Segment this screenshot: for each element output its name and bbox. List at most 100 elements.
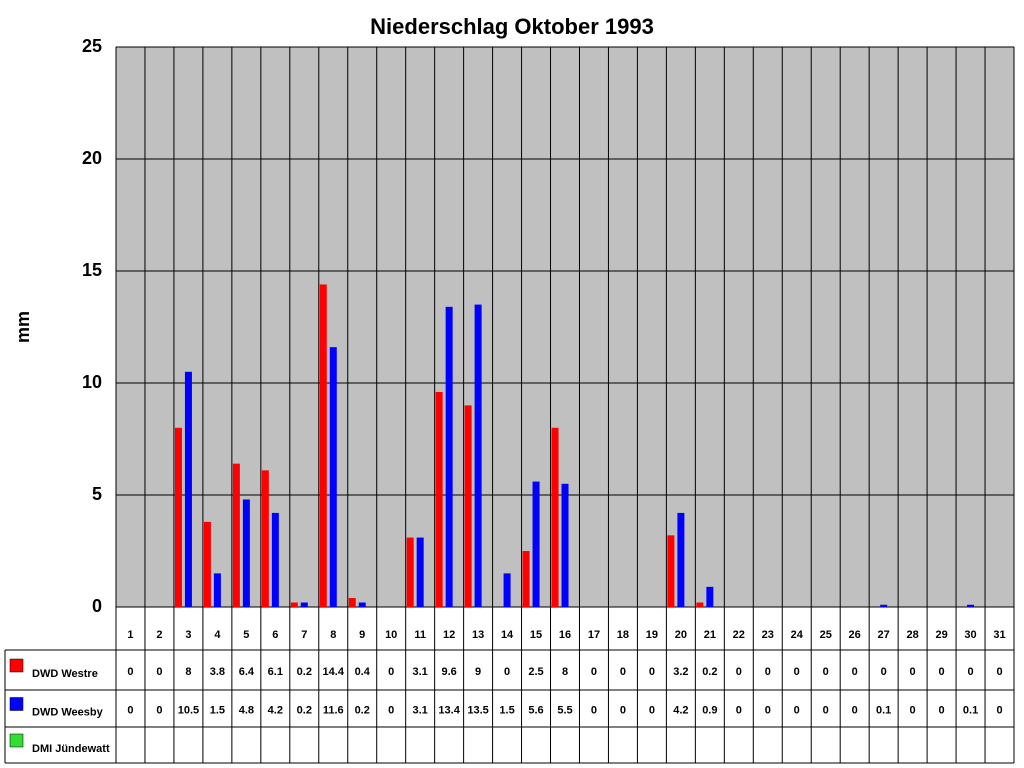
y-tick-label: 5 xyxy=(92,484,102,504)
x-tick-label: 14 xyxy=(501,629,514,641)
table-value: 6.1 xyxy=(268,666,283,678)
x-tick-label: 27 xyxy=(878,629,890,641)
table-value: 0 xyxy=(823,666,829,678)
table-value: 10.5 xyxy=(178,704,199,716)
x-tick-label: 25 xyxy=(820,629,832,641)
bar xyxy=(416,537,424,607)
table-value: 1.5 xyxy=(499,704,514,716)
table-value: 0.2 xyxy=(297,704,312,716)
x-tick-label: 20 xyxy=(675,629,687,641)
x-tick-label: 22 xyxy=(733,629,745,641)
bar xyxy=(522,551,530,607)
bar xyxy=(300,602,308,607)
table-value: 0 xyxy=(881,666,887,678)
table-value: 0 xyxy=(736,666,742,678)
table-value: 4.2 xyxy=(268,704,283,716)
bar xyxy=(261,470,269,607)
y-tick-label: 15 xyxy=(82,260,102,280)
table-value: 8 xyxy=(185,666,191,678)
table-value: 14.4 xyxy=(323,666,345,678)
bar xyxy=(967,604,975,607)
table-value: 0.9 xyxy=(702,704,717,716)
legend-key xyxy=(9,733,24,748)
y-axis-label: mm xyxy=(13,311,33,343)
x-tick-label: 18 xyxy=(617,629,629,641)
table-value: 0 xyxy=(388,666,394,678)
table-value: 3.1 xyxy=(413,704,428,716)
table-value: 0 xyxy=(156,666,162,678)
bar xyxy=(242,499,250,607)
table-value: 9 xyxy=(475,666,481,678)
bar xyxy=(474,304,482,607)
table-value: 0 xyxy=(852,666,858,678)
x-tick-label: 29 xyxy=(935,629,947,641)
x-tick-label: 2 xyxy=(156,629,162,641)
table-value: 0 xyxy=(823,704,829,716)
table-value: 0 xyxy=(939,704,945,716)
bar xyxy=(348,598,356,607)
x-tick-label: 1 xyxy=(127,629,133,641)
bar xyxy=(880,604,888,607)
table-value: 0.2 xyxy=(355,704,370,716)
x-tick-label: 12 xyxy=(443,629,455,641)
bar xyxy=(329,347,337,607)
table-value: 0 xyxy=(765,704,771,716)
bar xyxy=(706,586,714,607)
table-value: 0 xyxy=(794,704,800,716)
table-value: 0 xyxy=(388,704,394,716)
x-tick-label: 28 xyxy=(906,629,918,641)
table-value: 0 xyxy=(649,666,655,678)
bar xyxy=(290,602,298,607)
table-value: 0 xyxy=(852,704,858,716)
bar xyxy=(696,602,704,607)
y-tick-label: 20 xyxy=(82,148,102,168)
table-value: 5.6 xyxy=(528,704,543,716)
bar xyxy=(464,405,472,607)
bar xyxy=(319,284,327,607)
table-value: 0 xyxy=(591,704,597,716)
x-tick-label: 19 xyxy=(646,629,658,641)
table-value: 0.2 xyxy=(297,666,312,678)
bar xyxy=(532,481,540,607)
x-tick-label: 26 xyxy=(849,629,861,641)
table-value: 0 xyxy=(967,666,973,678)
legend-label: DWD Westre xyxy=(32,668,98,680)
table-value: 0 xyxy=(620,704,626,716)
bar xyxy=(213,573,221,607)
table-value: 3.8 xyxy=(210,666,225,678)
legend-key xyxy=(9,697,24,711)
bar xyxy=(232,463,240,607)
x-tick-label: 4 xyxy=(214,629,221,641)
table-value: 0 xyxy=(127,704,133,716)
x-tick-label: 9 xyxy=(359,629,365,641)
bar xyxy=(551,427,559,607)
table-value: 0.1 xyxy=(963,704,978,716)
table-value: 0.4 xyxy=(355,666,371,678)
table-value: 0 xyxy=(736,704,742,716)
bar xyxy=(445,306,453,607)
bar xyxy=(435,391,443,607)
legend-label: DWD Weesby xyxy=(32,706,104,718)
table-value: 5.5 xyxy=(557,704,572,716)
table-value: 13.5 xyxy=(467,704,488,716)
x-tick-label: 10 xyxy=(385,629,397,641)
bar xyxy=(203,521,211,607)
x-tick-label: 23 xyxy=(762,629,774,641)
table-value: 0 xyxy=(765,666,771,678)
table-value: 3.1 xyxy=(413,666,428,678)
y-tick-label: 25 xyxy=(82,36,102,56)
x-tick-label: 3 xyxy=(185,629,191,641)
table-value: 0 xyxy=(996,704,1002,716)
x-tick-label: 24 xyxy=(791,629,804,641)
table-value: 0 xyxy=(504,666,510,678)
table-value: 0 xyxy=(649,704,655,716)
table-value: 0 xyxy=(620,666,626,678)
table-value: 0 xyxy=(996,666,1002,678)
table-value: 9.6 xyxy=(441,666,456,678)
table-value: 0.1 xyxy=(876,704,891,716)
bar xyxy=(358,602,366,607)
x-tick-label: 30 xyxy=(964,629,976,641)
table-value: 0 xyxy=(127,666,133,678)
x-tick-label: 13 xyxy=(472,629,484,641)
